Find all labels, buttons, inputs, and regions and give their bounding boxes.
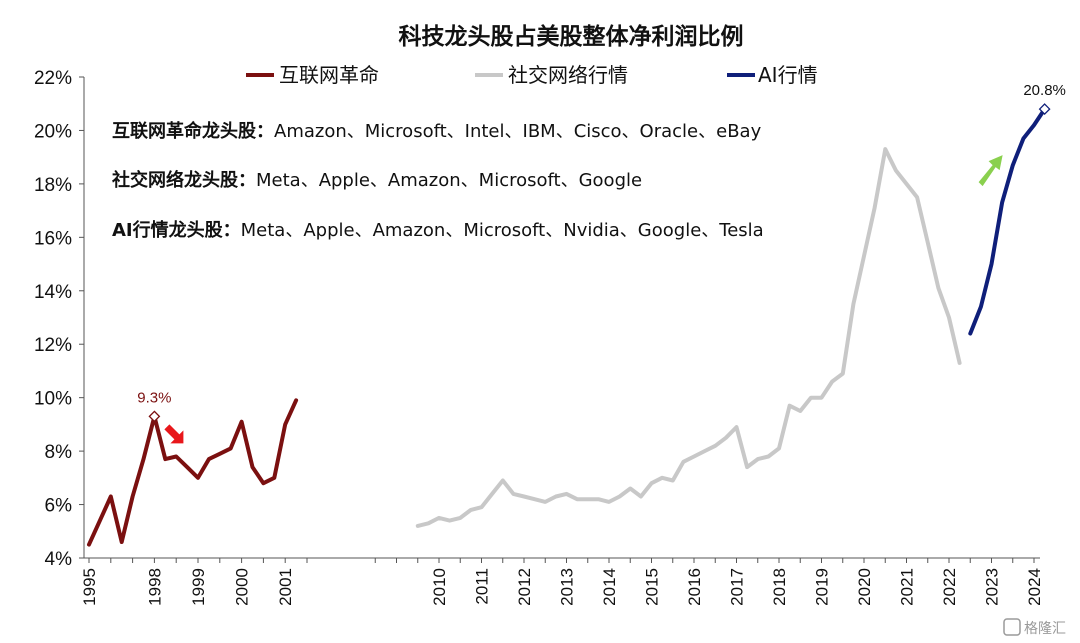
y-tick-label: 12% (34, 335, 72, 356)
y-tick-label: 20% (34, 121, 72, 142)
y-tick-label: 10% (34, 389, 72, 410)
x-tick-label: 2000 (233, 568, 252, 606)
x-tick-label: 2012 (515, 568, 534, 606)
x-tick-label: 2019 (813, 568, 832, 606)
x-tick-label: 2013 (558, 568, 577, 606)
down-arrow-icon (164, 424, 184, 444)
watermark: 格隆汇 (1003, 618, 1066, 637)
y-tick-label: 16% (34, 228, 72, 249)
peak-value-label: 20.8% (1023, 82, 1066, 99)
watermark-logo-icon (1003, 618, 1021, 636)
x-tick-label: 2011 (473, 568, 492, 605)
note-ai-body: Meta、Apple、Amazon、Microsoft、Nvidia、Googl… (241, 220, 764, 241)
note-internet-body: Amazon、Microsoft、Intel、IBM、Cisco、Oracle、… (274, 121, 762, 142)
legend: 互联网革命 社交网络行情 AI行情 (246, 63, 818, 87)
notes-block: 互联网革命龙头股：Amazon、Microsoft、Intel、IBM、Cisc… (112, 120, 764, 241)
note-social-body: Meta、Apple、Amazon、Microsoft、Google (256, 170, 642, 191)
note-internet: 互联网革命龙头股：Amazon、Microsoft、Intel、IBM、Cisc… (112, 120, 762, 142)
y-tick-label: 8% (45, 442, 73, 463)
x-tick-label: 2023 (983, 568, 1002, 606)
y-tick-label: 18% (34, 175, 72, 196)
x-tick-label: 1998 (145, 568, 164, 606)
x-tick-label: 2015 (643, 568, 662, 606)
y-tick-label: 22% (34, 68, 72, 89)
axes: 4% 6% 8% 10% 12% 14% 16% 18% 20% 22% 1995 1998 1999 2… (34, 68, 1044, 606)
watermark-text: 格隆汇 (1024, 621, 1066, 637)
y-tick-label: 14% (34, 282, 72, 303)
note-social-head: 社交网络龙头股： (112, 169, 256, 191)
x-tick-label: 1995 (80, 568, 99, 606)
chart-title: 科技龙头股占美股整体净利润比例 (399, 23, 744, 50)
note-internet-head: 互联网革命龙头股： (112, 120, 274, 142)
y-tick-label: 6% (45, 496, 73, 517)
x-tick-label: 2021 (898, 568, 917, 606)
x-tick-label: 2010 (430, 568, 449, 606)
x-tick-label: 2018 (770, 568, 789, 606)
peak-marker (1038, 103, 1051, 115)
x-tick-label: 2001 (276, 568, 295, 606)
annotation-layer: 9.3% 20.8% (137, 82, 1066, 444)
x-tick-label: 2016 (685, 568, 704, 606)
series-ai-line (968, 107, 1047, 336)
legend-label-internet: 互联网革命 (279, 63, 379, 87)
legend-label-social: 社交网络行情 (508, 63, 628, 87)
x-tick-label: 1999 (189, 568, 208, 606)
y-tick-label: 4% (45, 549, 73, 570)
x-tick-label: 2014 (600, 568, 619, 606)
x-tick-label: 2020 (855, 568, 874, 606)
x-tick-label: 2022 (940, 568, 959, 606)
x-tick-label: 2017 (728, 568, 747, 606)
up-arrow-icon (978, 155, 1003, 187)
series-social-line (415, 147, 962, 528)
series-internet-line (87, 398, 299, 547)
legend-label-ai: AI行情 (758, 63, 818, 87)
x-tick-label: 2024 (1025, 568, 1044, 606)
note-social: 社交网络龙头股：Meta、Apple、Amazon、Microsoft、Goog… (112, 169, 642, 191)
peak-value-label: 9.3% (137, 389, 171, 406)
note-ai: AI行情龙头股：Meta、Apple、Amazon、Microsoft、Nvid… (112, 219, 764, 241)
note-ai-head: AI行情龙头股： (112, 219, 241, 241)
series-layer (87, 107, 1047, 547)
peak-marker (148, 410, 161, 423)
